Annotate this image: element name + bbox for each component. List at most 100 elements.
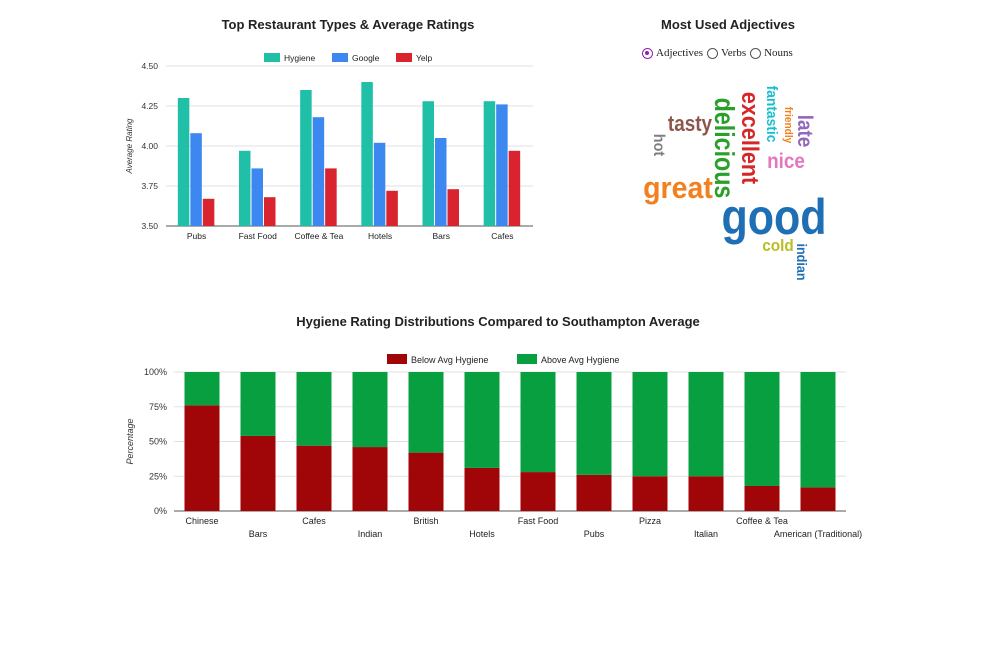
y-tick-label: 75%: [149, 402, 167, 412]
legend-swatch-below-avg-hygiene: [387, 354, 407, 364]
radio-dot-icon[interactable]: [750, 47, 762, 59]
word-fantastic[interactable]: fantastic: [763, 86, 780, 143]
legend-label-hygiene: Hygiene: [284, 53, 315, 63]
bar-below-pubs: [576, 474, 612, 511]
word-friendly[interactable]: friendly: [782, 107, 794, 144]
bar-chart-title: Top Restaurant Types & Average Ratings: [221, 17, 475, 32]
bar-above-fast-food: [520, 372, 556, 473]
bar-below-cafes: [296, 445, 332, 511]
bar-below-indian: [352, 447, 388, 511]
stacked-chart-title: Hygiene Rating Distributions Compared to…: [296, 314, 700, 329]
x-tick-label: Coffee & Tea: [736, 516, 788, 526]
bar-below-british: [408, 452, 444, 511]
bar-below-bars: [240, 435, 276, 511]
bar-yelp-coffee-tea: [325, 168, 337, 226]
radio-adjectives[interactable]: Adjectives: [642, 47, 703, 59]
x-tick-label: Indian: [358, 529, 383, 539]
legend-label-below-avg-hygiene: Below Avg Hygiene: [411, 355, 488, 365]
word-cold[interactable]: cold: [762, 236, 793, 255]
radio-verbs[interactable]: Verbs: [707, 47, 746, 59]
bar-hygiene-hotels: [361, 82, 373, 226]
word-great[interactable]: great: [643, 171, 713, 205]
y-tick-label: 100%: [144, 367, 167, 377]
svg-text:great: great: [643, 171, 713, 205]
word-hot[interactable]: hot: [650, 134, 668, 156]
radio-dot-icon[interactable]: [707, 47, 719, 59]
y-tick-label: 3.75: [141, 181, 158, 191]
y-tick-label: 3.50: [141, 221, 158, 231]
x-tick-label: Chinese: [185, 516, 218, 526]
word-type-selector: Adjectives Verbs Nouns: [642, 47, 797, 59]
radio-label-verbs: Verbs: [721, 47, 747, 59]
bar-above-cafes: [296, 372, 332, 446]
bar-yelp-fast-food: [264, 197, 276, 226]
bar-below-coffee-tea: [744, 485, 780, 511]
svg-text:hot: hot: [650, 134, 668, 156]
bar-hygiene-pubs: [177, 98, 190, 226]
bar-below-hotels: [464, 467, 500, 511]
wordcloud-title: Most Used Adjectives: [661, 17, 795, 32]
y-tick-label: 0%: [154, 506, 167, 516]
legend-swatch-hygiene: [264, 53, 280, 62]
y-tick-label: 4.00: [141, 141, 158, 151]
radio-nouns[interactable]: Nouns: [750, 47, 793, 59]
bar-yelp-pubs: [202, 198, 215, 226]
x-tick-label: Coffee & Tea: [294, 231, 343, 241]
bar-above-british: [408, 372, 444, 453]
bar-above-bars: [240, 372, 276, 436]
svg-text:tasty: tasty: [668, 112, 713, 137]
x-tick-label: Hotels: [368, 231, 392, 241]
bar-above-hotels: [464, 372, 500, 468]
svg-text:excellent: excellent: [737, 92, 764, 185]
svg-text:late: late: [793, 115, 816, 148]
x-tick-label: Pubs: [584, 529, 605, 539]
bar-google-hotels: [373, 142, 386, 226]
svg-text:indian: indian: [794, 243, 810, 280]
bar-below-pizza: [632, 476, 668, 511]
bar-above-indian: [352, 372, 388, 448]
svg-text:good: good: [721, 189, 826, 245]
bar-yelp-cafes: [508, 150, 521, 226]
x-tick-label: Pizza: [639, 516, 661, 526]
y-axis-label: Percentage: [125, 418, 135, 464]
y-tick-label: 25%: [149, 471, 167, 481]
svg-text:nice: nice: [767, 150, 805, 173]
legend-label-above-avg-hygiene: Above Avg Hygiene: [541, 355, 619, 365]
bar-yelp-bars: [447, 189, 459, 226]
word-nice[interactable]: nice: [767, 150, 805, 173]
bar-hygiene-coffee-tea: [300, 90, 312, 226]
radio-dot-icon[interactable]: [642, 47, 653, 59]
bar-above-coffee-tea: [744, 372, 780, 486]
svg-text:friendly: friendly: [782, 107, 794, 144]
svg-text:delicious: delicious: [708, 98, 738, 199]
word-tasty[interactable]: tasty: [668, 112, 713, 137]
y-tick-label: 50%: [149, 437, 167, 447]
x-tick-label: Bars: [249, 529, 268, 539]
x-tick-label: Bars: [433, 231, 450, 241]
bar-above-italian: [688, 372, 724, 477]
bar-below-fast-food: [520, 472, 556, 511]
bar-google-pubs: [190, 133, 202, 226]
word-late[interactable]: late: [793, 115, 816, 148]
x-tick-label: Fast Food: [518, 516, 559, 526]
legend-swatch-above-avg-hygiene: [517, 354, 537, 364]
word-indian[interactable]: indian: [794, 243, 810, 280]
bar-above-pizza: [632, 372, 668, 477]
bar-above-pubs: [576, 372, 612, 475]
bar-below-chinese: [184, 405, 220, 511]
radio-label-adjectives: Adjectives: [656, 47, 704, 59]
bar-above-chinese: [184, 372, 220, 406]
x-tick-label: Hotels: [469, 529, 495, 539]
word-delicious[interactable]: delicious: [708, 98, 738, 199]
bar-hygiene-bars: [422, 101, 434, 226]
radio-label-nouns: Nouns: [764, 47, 793, 59]
bar-google-bars: [435, 138, 447, 226]
word-good[interactable]: good: [721, 189, 826, 245]
legend-label-google: Google: [352, 53, 380, 63]
legend-swatch-google: [332, 53, 348, 62]
word-excellent[interactable]: excellent: [737, 92, 764, 185]
legend-swatch-yelp: [396, 53, 412, 62]
